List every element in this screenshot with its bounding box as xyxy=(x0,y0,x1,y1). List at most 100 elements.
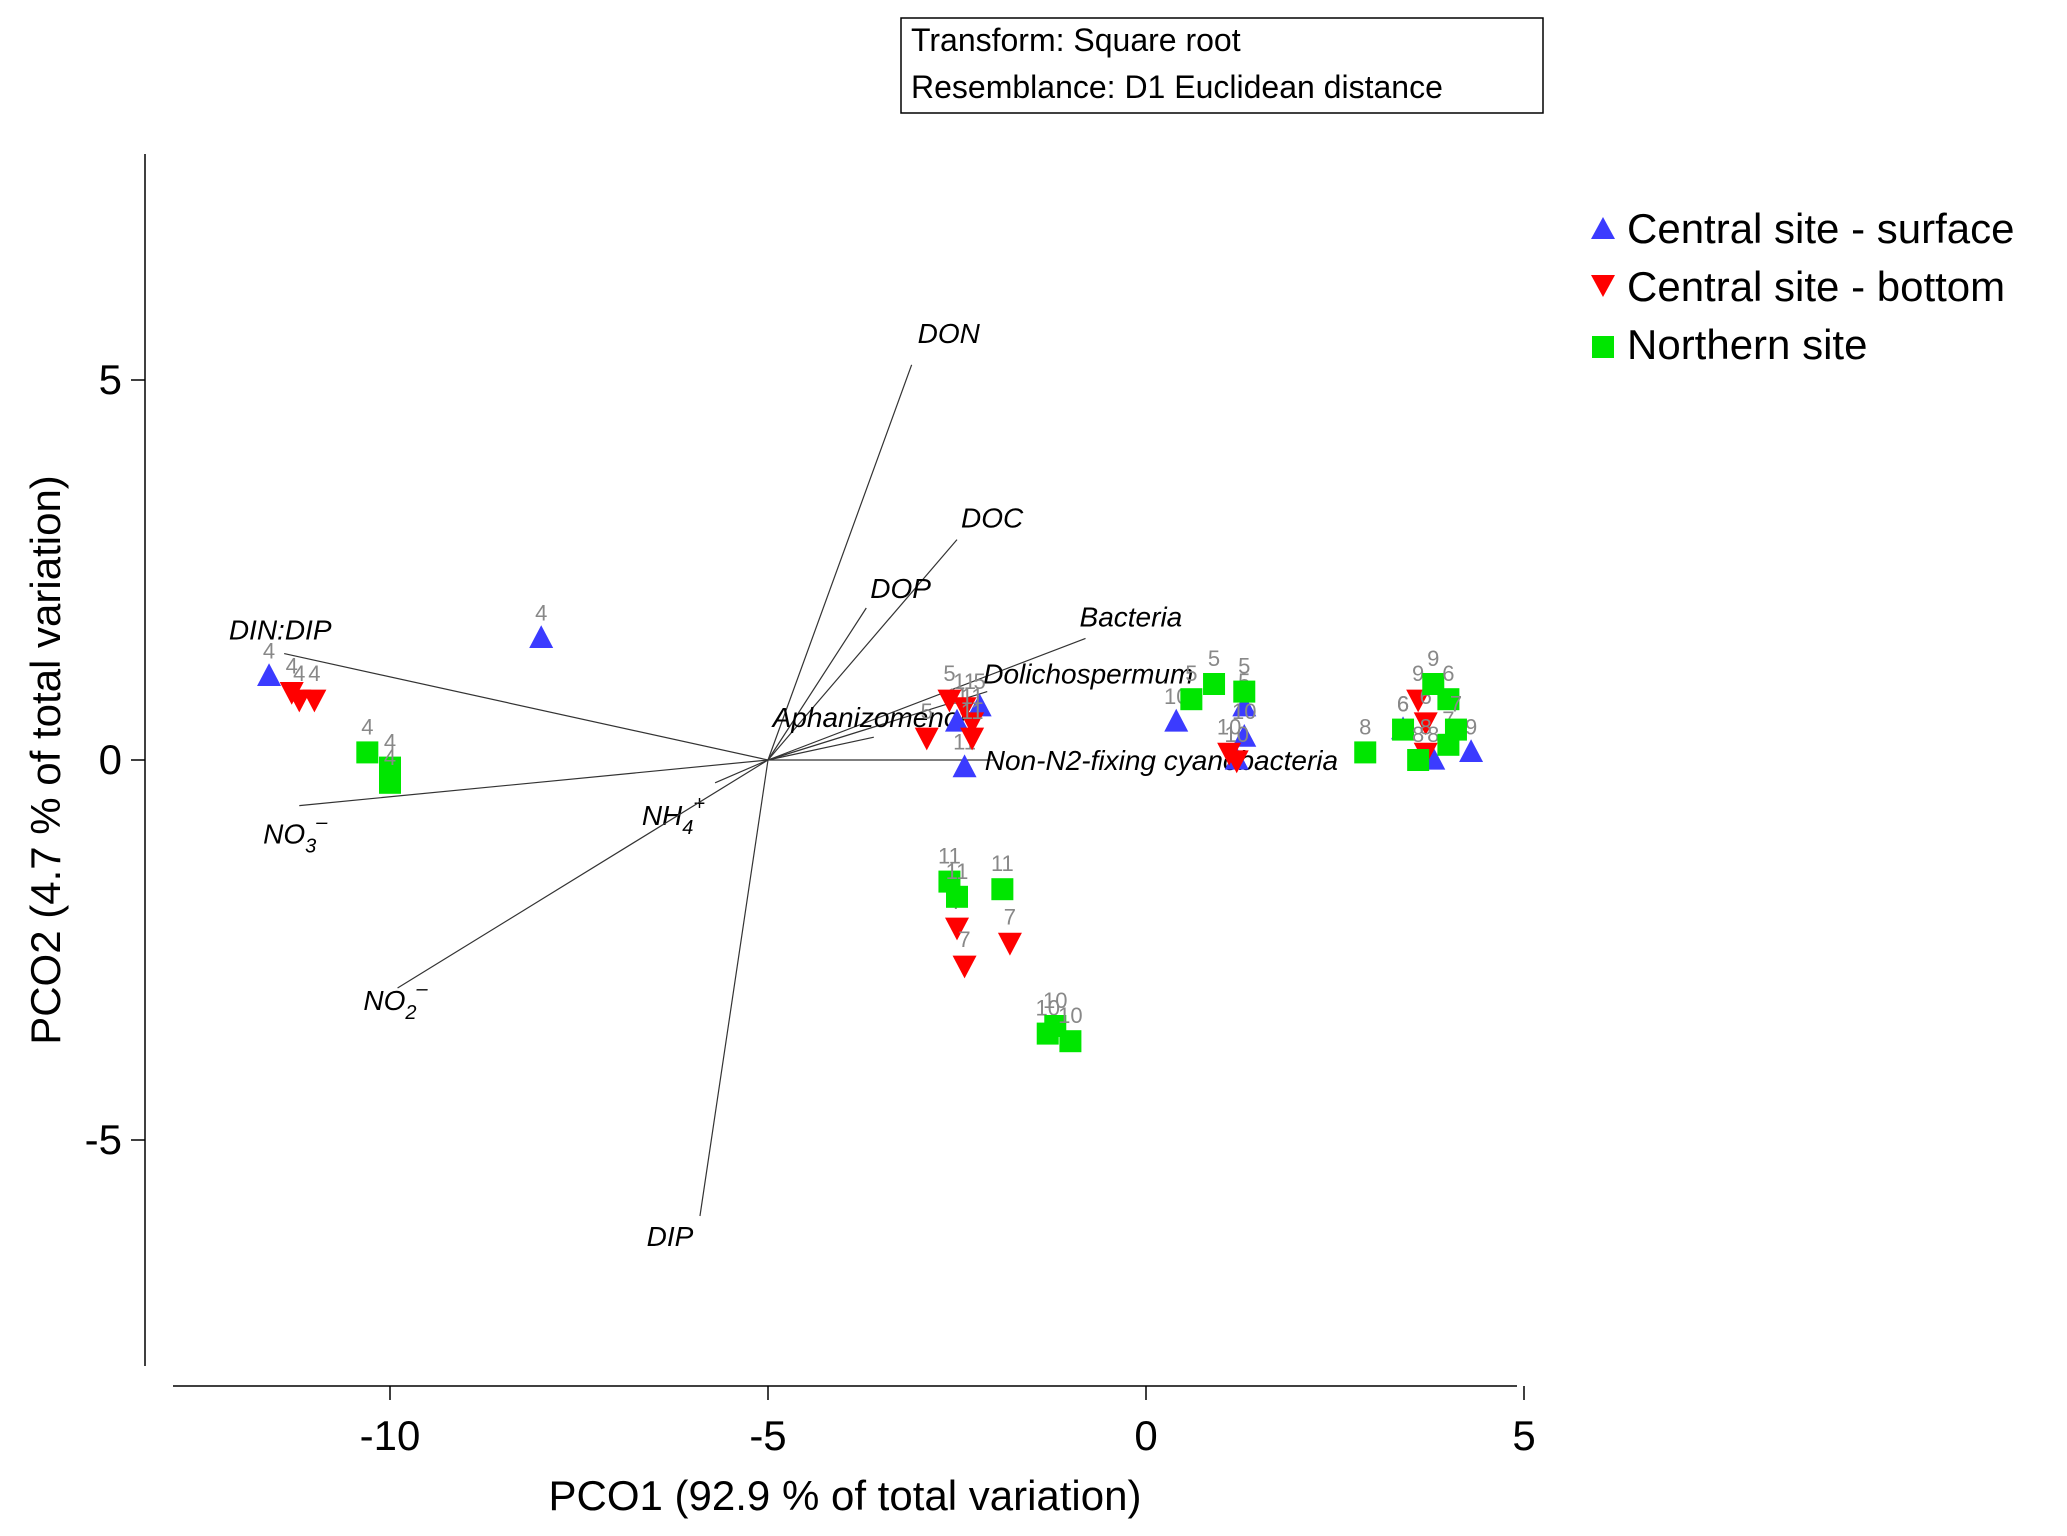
point-central-site-bottom xyxy=(952,955,977,979)
point-northern-site xyxy=(1059,1030,1082,1053)
point-central-site-bottom xyxy=(1406,689,1431,713)
point-northern-site xyxy=(1354,741,1377,764)
legend-marker-central-surface xyxy=(1591,217,1615,239)
point-central-site-surface xyxy=(1459,739,1484,762)
vector-doc xyxy=(767,539,958,761)
vector-no2 xyxy=(397,759,769,989)
vector-label-no2: NO2– xyxy=(363,978,428,1024)
info-transform: Transform: Square root xyxy=(911,22,1241,58)
point-label-central-site-bottom: 10 xyxy=(1217,714,1241,739)
point-central-site-bottom xyxy=(937,689,962,713)
point-label-northern-site: 9 xyxy=(1427,646,1439,671)
point-northern-site xyxy=(1392,718,1415,741)
point-label-northern-site: 4 xyxy=(384,730,396,755)
axes: -10 -5 0 5 -5 0 5 xyxy=(85,154,1536,1459)
vector-label-non-n2-fixing-cyanobacteria: Non-N2-fixing cyanobacteria xyxy=(985,745,1338,776)
point-northern-site xyxy=(1180,688,1203,711)
point-central-site-bottom xyxy=(302,689,327,713)
legend-marker-northern xyxy=(1592,336,1614,358)
vector-label-bacteria: Bacteria xyxy=(1080,601,1183,632)
point-central-site-bottom xyxy=(960,727,985,751)
point-label-central-site-bottom: 11 xyxy=(961,699,984,724)
x-tick-label: 0 xyxy=(1134,1412,1157,1459)
point-label-central-site-bottom: 8 xyxy=(1420,714,1432,739)
y-tick-label: 5 xyxy=(99,356,122,403)
vector-dop xyxy=(767,607,867,761)
point-central-site-bottom xyxy=(1413,712,1438,736)
legend-label-central-bottom: Central site - bottom xyxy=(1627,263,2005,310)
vector-label-dop: DOP xyxy=(870,573,931,604)
point-label-northern-site: 7 xyxy=(1450,692,1462,717)
point-label-central-site-bottom: 7 xyxy=(958,927,970,952)
point-label-northern-site: 6 xyxy=(1442,661,1454,686)
vector-overlay: DON DOC DOP Bacteria Dolichospermum Aphanizom… xyxy=(229,318,1338,1252)
point-northern-site xyxy=(946,885,968,908)
x-tick-label: 5 xyxy=(1512,1412,1535,1459)
point-label-northern-site: 5 xyxy=(1238,654,1250,679)
point-central-site-surface xyxy=(1232,724,1257,747)
point-label-northern-site: 4 xyxy=(384,745,396,770)
point-central-site-bottom xyxy=(952,697,977,720)
point-label-northern-site: 8 xyxy=(1359,714,1371,739)
point-label-central-site-surface: 5 xyxy=(974,669,986,694)
vector-nh4 xyxy=(714,759,769,784)
point-label-central-site-surface: 9 xyxy=(1465,714,1477,739)
vector-label-aphanizomenon: Aphanizomenon xyxy=(771,702,975,733)
point-central-site-surface xyxy=(257,663,282,686)
point-label-northern-site: 4 xyxy=(361,714,373,739)
x-tick-label: -10 xyxy=(360,1412,421,1459)
point-central-site-surface xyxy=(1232,693,1257,717)
legend: Central site - surface Central site - bo… xyxy=(1591,205,2014,368)
vector-bacteria xyxy=(767,637,1086,761)
point-label-northern-site: 6 xyxy=(1397,692,1409,717)
point-label-central-site-surface: 4 xyxy=(263,638,275,663)
point-northern-site xyxy=(1444,718,1467,741)
x-ticks: -10 -5 0 5 xyxy=(360,1386,1536,1459)
vector-dip xyxy=(699,759,769,1217)
data-points: 4411115101051068944455111111777101096844… xyxy=(257,600,1484,1053)
point-label-central-site-bottom: 5 xyxy=(943,661,955,686)
vector-no3 xyxy=(299,759,769,807)
y-tick-label: 0 xyxy=(99,736,122,783)
point-label-central-site-bottom: 7 xyxy=(1004,904,1016,929)
point-label-central-site-bottom: 11 xyxy=(953,669,976,694)
point-central-site-bottom xyxy=(287,689,312,713)
point-northern-site xyxy=(379,771,401,794)
legend-label-central-surface: Central site - surface xyxy=(1627,205,2014,252)
point-northern-site xyxy=(1407,749,1430,771)
vector-label-doc: DOC xyxy=(961,503,1024,534)
point-label-northern-site: 5 xyxy=(1208,646,1220,671)
x-tick-label: -5 xyxy=(749,1412,786,1459)
point-central-site-bottom xyxy=(997,932,1022,956)
vector-din-dip xyxy=(284,653,769,761)
point-northern-site xyxy=(356,741,379,764)
info-box: Transform: Square root Resemblance: D1 E… xyxy=(900,17,1544,114)
point-central-site-bottom xyxy=(1224,750,1249,774)
point-label-central-site-bottom: 10 xyxy=(1224,722,1248,747)
vector-label-don: DON xyxy=(918,318,981,349)
point-label-northern-site: 11 xyxy=(991,851,1014,876)
point-central-site-surface xyxy=(529,625,554,648)
point-label-central-site-surface: 4 xyxy=(535,600,547,625)
vector-label-dolichospermum: Dolichospermum xyxy=(983,659,1193,690)
point-northern-site xyxy=(1437,688,1460,711)
point-central-site-surface xyxy=(967,693,992,717)
point-northern-site xyxy=(1233,680,1256,703)
info-resemblance: Resemblance: D1 Euclidean distance xyxy=(911,69,1443,105)
vector-don xyxy=(767,364,913,761)
point-central-site-bottom xyxy=(914,727,939,751)
point-label-central-site-surface: 8 xyxy=(1427,722,1439,747)
point-label-northern-site: 8 xyxy=(1412,722,1424,747)
x-axis-title: PCO1 (92.9 % of total variation) xyxy=(549,1472,1142,1519)
point-label-central-site-bottom: 9 xyxy=(1412,661,1424,686)
y-ticks: -5 0 5 xyxy=(85,356,145,1163)
legend-label-northern: Northern site xyxy=(1627,321,1867,368)
point-northern-site xyxy=(991,878,1014,901)
point-central-site-bottom xyxy=(945,917,969,941)
vector-aphanizomenon xyxy=(767,736,874,761)
point-label-central-site-surface: 10 xyxy=(1232,699,1256,724)
point-label-central-site-bottom: 5 xyxy=(921,699,933,724)
vector-label-dip: DIP xyxy=(647,1221,694,1252)
point-label-central-site-bottom: 4 xyxy=(286,654,298,679)
